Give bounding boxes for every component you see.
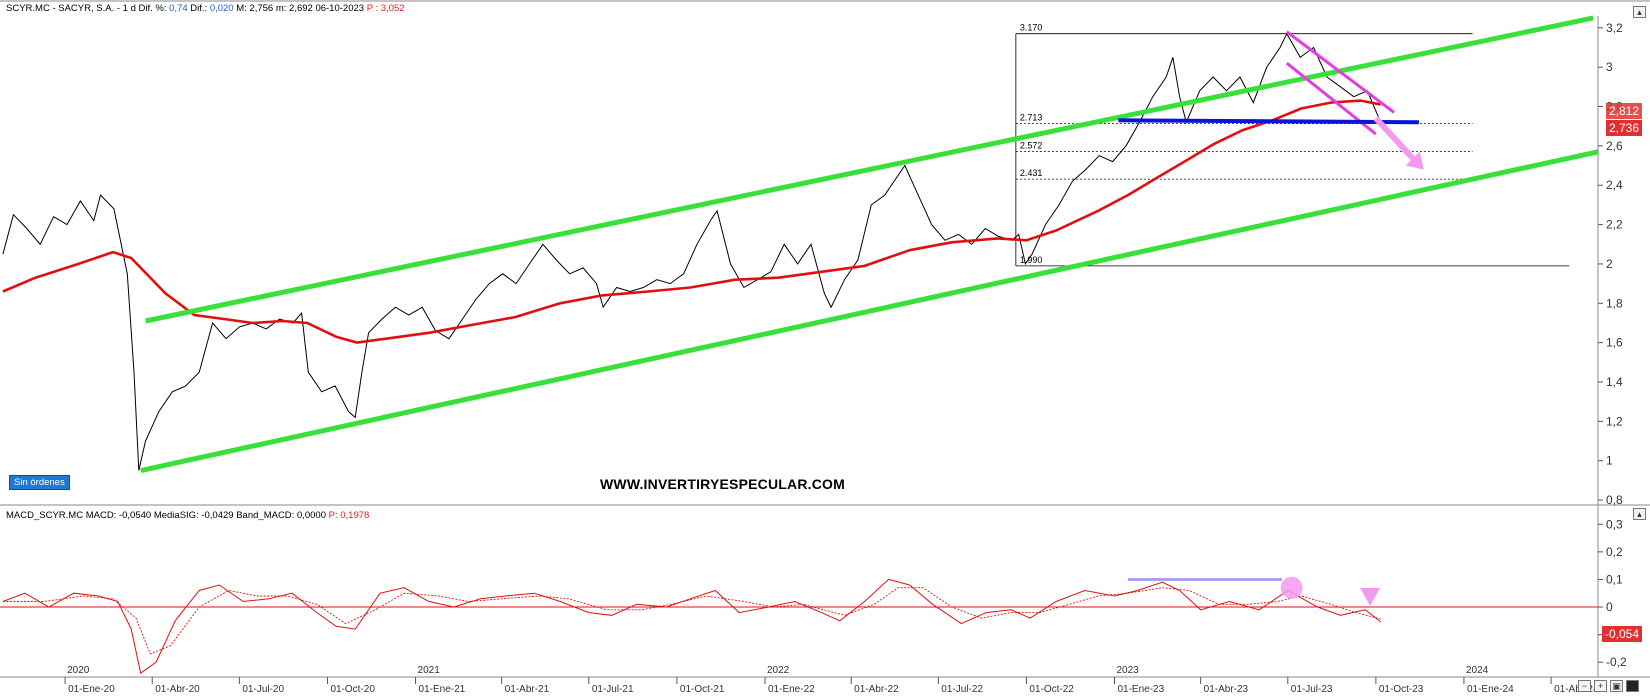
x-tick-label: 01-Abr-20 xyxy=(155,684,200,695)
macd-line xyxy=(2,578,1382,675)
zoom-out-button[interactable]: − xyxy=(1578,680,1591,692)
support-line xyxy=(1118,118,1419,125)
macd-y-tick-label: 0,2 xyxy=(1606,545,1623,559)
x-tick-label: 01-Oct-20 xyxy=(330,684,375,695)
fib-level-label: 2.572 xyxy=(1020,140,1043,150)
price-line xyxy=(2,32,1382,471)
price-y-tick-label: 2,6 xyxy=(1606,139,1623,153)
fib-level-label: 2.431 xyxy=(1020,168,1043,178)
macd-y-tick-label: -0,2 xyxy=(1606,655,1627,669)
macd-signal-value: MediaSIG: -0,0429 xyxy=(153,510,234,521)
dif-label: Dif.: xyxy=(190,3,208,14)
fib-level-label: 2.713 xyxy=(1020,113,1043,123)
x-tick-label: 01-Ene-23 xyxy=(1117,684,1164,695)
fib-high-label: 3.170 xyxy=(1020,23,1043,33)
price-y-tick-label: 3,2 xyxy=(1606,21,1623,35)
channel-lower-line xyxy=(140,149,1599,473)
price-y-tick-label: 2 xyxy=(1606,257,1613,271)
orders-badge[interactable]: Sin órdenes xyxy=(9,475,70,490)
price-panel-header: SCYR.MC - SACYR, S.A. - 1 d Dif. %: 0,74… xyxy=(6,3,405,14)
p-value: P : 3,052 xyxy=(366,3,405,14)
macd-signal-line xyxy=(2,587,1381,655)
dif-value: 0,020 xyxy=(209,3,234,14)
price-y-tick-label: 3 xyxy=(1606,60,1613,74)
x-tick-label: 01-Oct-22 xyxy=(1029,684,1074,695)
macd-band-value: Band_MACD: 0,0000 xyxy=(236,510,326,521)
price-y-tick-label: 1 xyxy=(1606,454,1613,468)
maximize-macd-panel-button[interactable]: ▴ xyxy=(1633,508,1646,520)
macd-panel-header: MACD_SCYR.MC MACD: -0,0540 MediaSIG: -0,… xyxy=(6,510,369,521)
ticker-label: SCYR.MC - SACYR, S.A. - 1 d xyxy=(6,3,136,14)
macd-y-tick-label: 0,3 xyxy=(1606,517,1623,531)
max-value: M: 2,756 xyxy=(236,3,274,14)
price-y-tick-label: 2,2 xyxy=(1606,218,1623,232)
price-y-tick-label: 1,2 xyxy=(1606,414,1623,428)
year-label: 2024 xyxy=(1466,665,1489,676)
x-tick-label: 01-Ene-21 xyxy=(419,684,466,695)
fib-low-label: 1.990 xyxy=(1020,255,1043,265)
zoom-in-button[interactable]: + xyxy=(1594,680,1607,692)
x-tick-label: 01-Oct-23 xyxy=(1379,684,1424,695)
x-tick-label: 01-Abr-23 xyxy=(1204,684,1249,695)
dif-pct-value: 0,74 xyxy=(169,3,188,14)
ma-price-tag: 2,812 xyxy=(1605,103,1642,119)
x-tick-label: 01-Ene-24 xyxy=(1467,684,1514,695)
maximize-price-panel-button[interactable]: ▴ xyxy=(1633,6,1646,18)
settings-button[interactable] xyxy=(1626,680,1639,692)
last-price-tag: 2,736 xyxy=(1605,120,1642,136)
fit-button[interactable]: ▣ xyxy=(1610,680,1623,692)
price-y-tick-label: 0,8 xyxy=(1606,493,1623,507)
macd-y-tick-label: 0,1 xyxy=(1606,572,1623,586)
flag-upper-line xyxy=(1285,30,1395,114)
macd-value-tag: -0,054 xyxy=(1601,626,1642,642)
year-label: 2020 xyxy=(67,665,90,676)
macd-value: MACD: -0,0540 xyxy=(85,510,152,521)
year-label: 2023 xyxy=(1116,665,1139,676)
macd-p-value: P: 0,1978 xyxy=(328,510,370,521)
min-value: m: 2,692 xyxy=(275,3,313,14)
macd-y-tick-label: 0 xyxy=(1606,600,1613,614)
macd-name: MACD_SCYR.MC xyxy=(6,510,84,521)
x-tick-label: 01-Ene-20 xyxy=(68,684,115,695)
price-y-tick-label: 1,6 xyxy=(1606,336,1623,350)
x-tick-label: 01-Jul-23 xyxy=(1291,684,1333,695)
x-tick-label: 01-Abr-24 xyxy=(1554,684,1599,695)
price-y-tick-label: 1,4 xyxy=(1606,375,1623,389)
macd-down-triangle xyxy=(1360,588,1381,606)
x-tick-label: 01-Jul-22 xyxy=(941,684,983,695)
x-tick-label: 01-Jul-21 xyxy=(592,684,634,695)
projection-arrow xyxy=(1373,116,1418,164)
moving-average-line xyxy=(2,99,1381,344)
channel-upper-line xyxy=(145,15,1594,324)
x-tick-label: 01-Ene-22 xyxy=(768,684,815,695)
dif-pct-label: Dif. %: xyxy=(138,3,167,14)
macd-peak-circle xyxy=(1280,576,1303,599)
x-tick-label: 01-Oct-21 xyxy=(680,684,725,695)
year-label: 2021 xyxy=(418,665,441,676)
price-y-tick-label: 1,8 xyxy=(1606,296,1623,310)
projection-arrowhead xyxy=(1405,151,1424,170)
year-label: 2022 xyxy=(767,665,790,676)
x-tick-label: 01-Jul-20 xyxy=(242,684,284,695)
price-y-tick-label: 2,4 xyxy=(1606,178,1623,192)
x-tick-label: 01-Abr-21 xyxy=(505,684,550,695)
watermark: WWW.INVERTIRYESPECULAR.COM xyxy=(600,476,846,492)
date-value: 06-10-2023 xyxy=(315,3,365,14)
x-tick-label: 01-Abr-22 xyxy=(854,684,899,695)
